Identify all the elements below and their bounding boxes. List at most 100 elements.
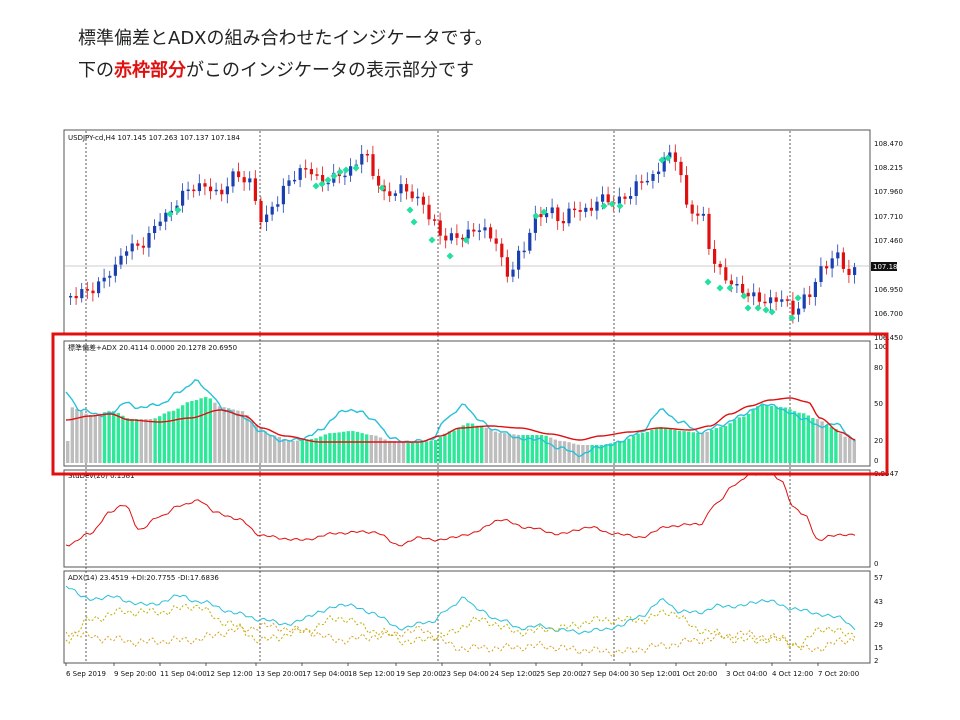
histogram-bar bbox=[296, 440, 300, 463]
candle-body bbox=[595, 201, 599, 211]
candle-body bbox=[197, 183, 201, 192]
candle-body bbox=[365, 153, 369, 156]
histogram-bar bbox=[217, 406, 222, 463]
histogram-bar bbox=[604, 444, 608, 463]
candle-body bbox=[309, 169, 313, 175]
candle-body bbox=[427, 204, 431, 220]
candle-body bbox=[164, 212, 168, 222]
histogram-bar bbox=[277, 436, 281, 463]
candle-body bbox=[550, 207, 554, 214]
histogram-bar bbox=[480, 427, 484, 463]
minus-di-line bbox=[65, 621, 856, 658]
current-price-box bbox=[871, 262, 897, 271]
price-label: 108.470 bbox=[874, 140, 903, 148]
histogram-bar bbox=[286, 440, 291, 463]
signal-markers bbox=[166, 154, 802, 322]
histogram-bar bbox=[677, 430, 682, 463]
signal-marker bbox=[788, 314, 796, 322]
candle-body bbox=[489, 227, 493, 239]
signal-marker bbox=[540, 208, 548, 216]
time-axis-label: 25 Sep 20:00 bbox=[536, 670, 583, 678]
histogram-bar bbox=[774, 406, 778, 463]
signal-marker bbox=[744, 304, 752, 312]
histogram-bar bbox=[558, 440, 562, 463]
histogram-bar bbox=[397, 441, 401, 463]
histogram-bar bbox=[263, 431, 268, 463]
signal-marker bbox=[532, 212, 540, 220]
candle-body bbox=[449, 233, 453, 241]
histogram-bar bbox=[838, 433, 843, 463]
candle-body bbox=[130, 243, 134, 252]
candle-body bbox=[651, 174, 655, 181]
signal-marker bbox=[406, 206, 414, 214]
time-axis-label: 1 Oct 20:00 bbox=[676, 670, 717, 678]
time-axis-label: 3 Oct 04:00 bbox=[726, 670, 767, 678]
candle-body bbox=[113, 264, 117, 276]
candle-body bbox=[225, 186, 229, 195]
histogram-bar bbox=[176, 408, 180, 463]
histogram-bar bbox=[70, 407, 74, 463]
candle-body bbox=[668, 152, 672, 158]
candle-body bbox=[634, 181, 638, 196]
histogram-bar bbox=[503, 433, 507, 463]
candle-body bbox=[153, 225, 157, 234]
indicator-histogram bbox=[66, 397, 856, 463]
histogram-bar bbox=[728, 423, 732, 463]
histogram-bar bbox=[190, 400, 194, 463]
histogram-bar bbox=[84, 413, 88, 463]
candle-body bbox=[696, 213, 700, 216]
time-axis-label: 11 Sep 04:00 bbox=[160, 670, 207, 678]
signal-marker bbox=[726, 284, 734, 292]
histogram-bar bbox=[636, 433, 640, 463]
indicator-scale-label: 80 bbox=[874, 364, 883, 372]
histogram-bar bbox=[121, 415, 125, 463]
indicator-scale-label: 100 bbox=[874, 343, 887, 351]
signal-marker bbox=[462, 236, 470, 244]
histogram-bar bbox=[710, 430, 714, 463]
histogram-bar bbox=[337, 432, 341, 463]
candle-body bbox=[231, 171, 235, 187]
candle-body bbox=[808, 294, 812, 297]
signal-marker bbox=[664, 154, 672, 162]
adx-pane[interactable] bbox=[63, 570, 871, 664]
histogram-bar bbox=[756, 406, 760, 463]
candle-body bbox=[315, 174, 319, 176]
candle-body bbox=[774, 297, 778, 302]
histogram-bar bbox=[567, 442, 571, 463]
histogram-bar bbox=[484, 427, 488, 463]
histogram-bar bbox=[590, 445, 594, 463]
histogram-bar bbox=[792, 411, 797, 463]
histogram-bar bbox=[664, 427, 668, 463]
candle-body bbox=[729, 280, 733, 285]
candle-body bbox=[80, 289, 84, 299]
candle-body bbox=[791, 300, 795, 315]
histogram-bar bbox=[723, 426, 728, 463]
stddev-pane-header: StdDev(20) 0.1581 bbox=[68, 472, 135, 480]
stddev-pane[interactable] bbox=[63, 469, 871, 568]
signal-marker bbox=[762, 306, 770, 314]
histogram-bar bbox=[162, 413, 166, 463]
candle-body bbox=[125, 251, 129, 256]
candle-body bbox=[813, 281, 817, 297]
signal-marker bbox=[616, 202, 624, 210]
signal-marker bbox=[754, 304, 762, 312]
histogram-bar bbox=[424, 441, 429, 463]
candle-body bbox=[606, 194, 610, 203]
candle-body bbox=[679, 161, 683, 176]
heading-line-1: 標準偏差とADXの組み合わせたインジケータです。 bbox=[78, 28, 493, 49]
histogram-bar bbox=[516, 434, 521, 463]
price-label: 108.215 bbox=[874, 164, 903, 172]
candle-body bbox=[640, 181, 644, 183]
indicator-scale-label: 50 bbox=[874, 400, 883, 408]
signal-marker bbox=[428, 236, 436, 244]
histogram-bar bbox=[645, 431, 649, 463]
candle-body bbox=[657, 171, 661, 175]
histogram-bar bbox=[438, 437, 442, 463]
candle-body bbox=[690, 204, 694, 214]
candle-body bbox=[192, 189, 196, 192]
candle-body bbox=[158, 221, 162, 226]
adx-cyan-line bbox=[65, 379, 856, 458]
histogram-bar bbox=[452, 430, 456, 463]
indicator-scale-label: 20 bbox=[874, 437, 883, 445]
